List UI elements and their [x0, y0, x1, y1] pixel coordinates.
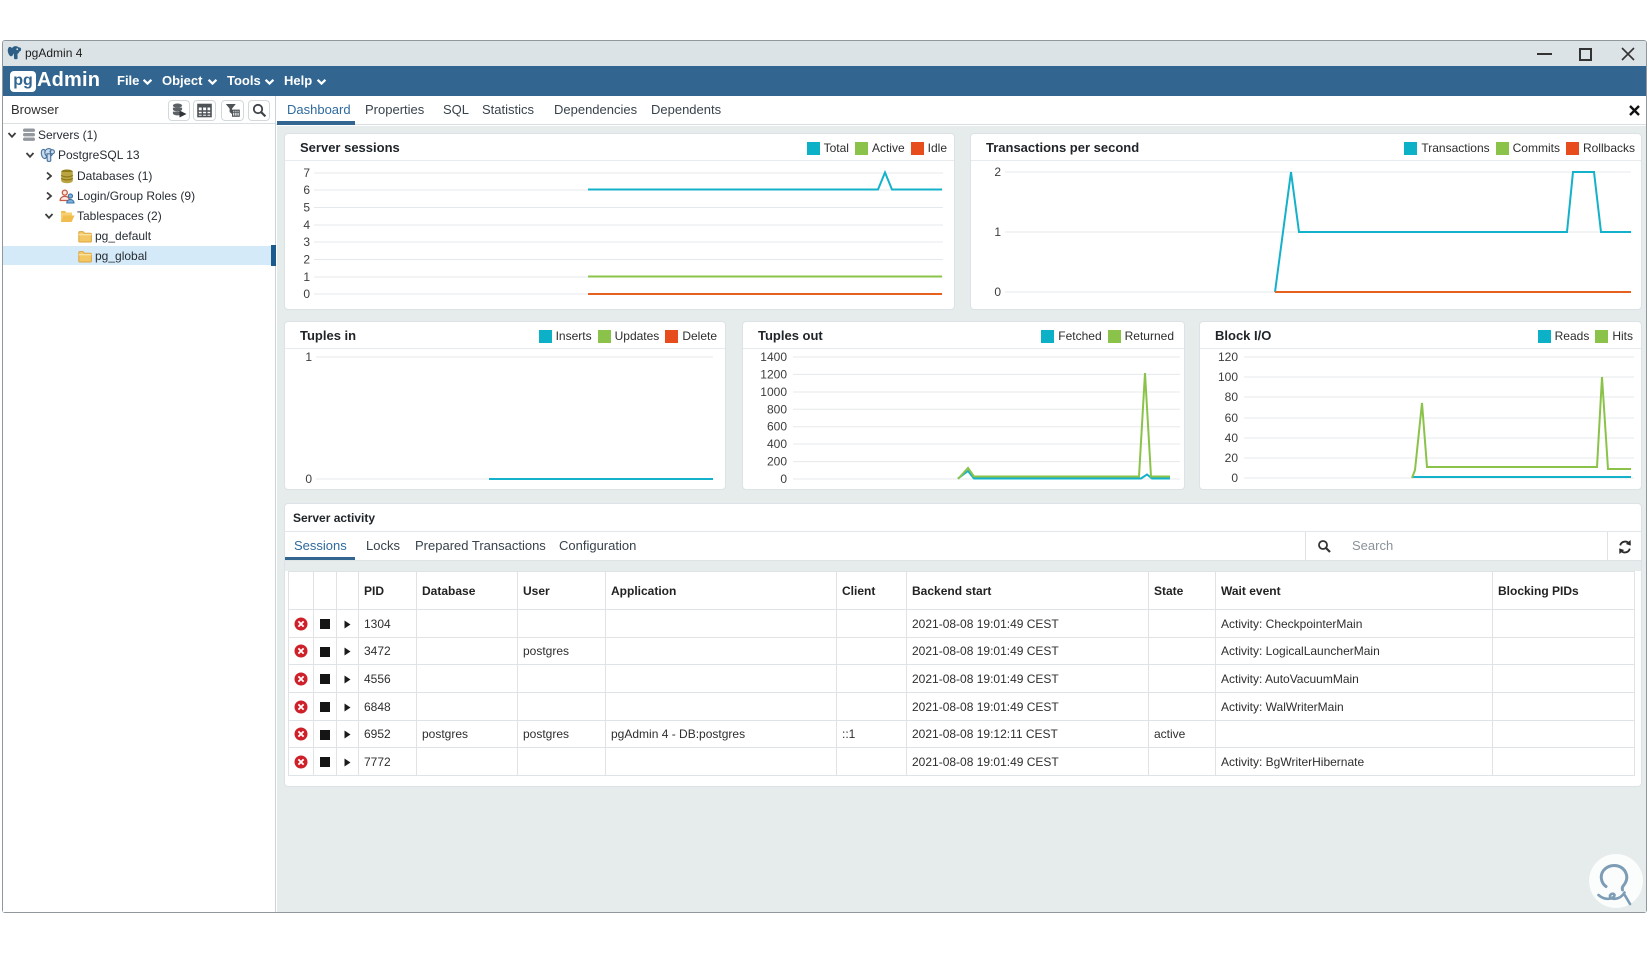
svg-text:5: 5 [303, 201, 310, 215]
svg-text:0: 0 [780, 472, 787, 486]
svg-text:2: 2 [303, 253, 310, 267]
svg-text:1200: 1200 [760, 367, 787, 381]
svg-text:120: 120 [1218, 350, 1238, 364]
svg-text:0: 0 [1231, 471, 1238, 485]
svg-text:80: 80 [1225, 390, 1239, 404]
svg-text:2: 2 [994, 165, 1001, 179]
svg-text:0: 0 [303, 287, 310, 301]
svg-text:6: 6 [303, 183, 310, 197]
svg-text:0: 0 [305, 472, 312, 486]
svg-text:3: 3 [303, 235, 310, 249]
svg-text:1000: 1000 [760, 385, 787, 399]
svg-text:1: 1 [994, 225, 1001, 239]
svg-text:200: 200 [767, 455, 787, 469]
svg-text:20: 20 [1225, 451, 1239, 465]
svg-text:800: 800 [767, 402, 787, 416]
svg-text:40: 40 [1225, 431, 1239, 445]
svg-text:100: 100 [1218, 370, 1238, 384]
svg-text:1: 1 [303, 270, 310, 284]
svg-text:1: 1 [305, 350, 312, 364]
svg-text:7: 7 [303, 166, 310, 180]
svg-text:400: 400 [767, 437, 787, 451]
svg-text:60: 60 [1225, 411, 1239, 425]
svg-text:0: 0 [994, 285, 1001, 299]
svg-text:1400: 1400 [760, 350, 787, 364]
svg-text:4: 4 [303, 218, 310, 232]
svg-text:600: 600 [767, 420, 787, 434]
